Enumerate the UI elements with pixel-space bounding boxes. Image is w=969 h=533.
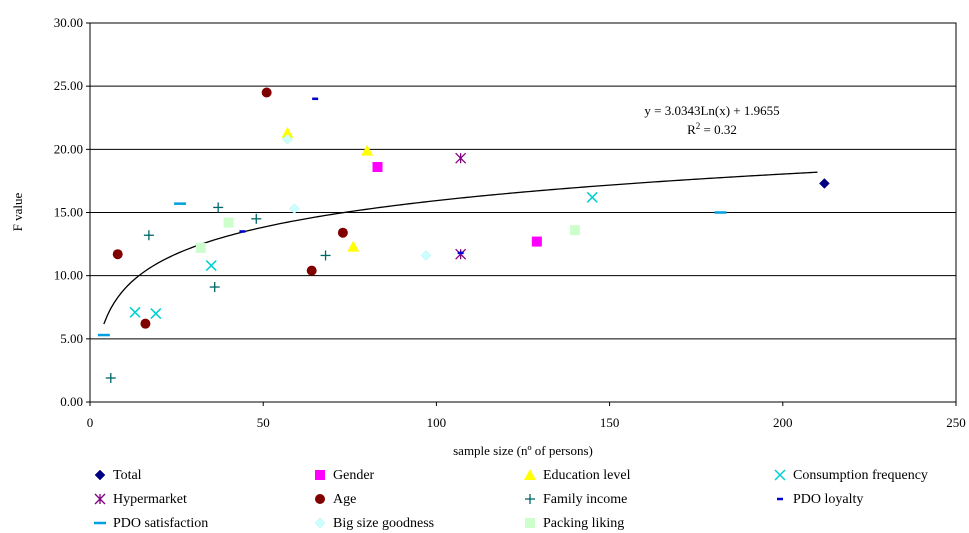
point-hypermarket: [455, 248, 467, 260]
legend-item-packing-liking: Packing liking: [525, 516, 624, 531]
legend-label-gender: Gender: [333, 468, 375, 483]
legend-item-total: Total: [94, 468, 142, 483]
legend-marker-gender: [315, 470, 325, 480]
legend-label-hypermarket: Hypermarket: [113, 492, 187, 507]
legend-marker-education-level: [524, 469, 536, 480]
point-family-income: [251, 213, 262, 224]
legend-item-pdo-loyalty: PDO loyalty: [777, 492, 863, 507]
point-packing-liking: [569, 225, 580, 236]
r-squared-label: R2 = 0.32: [687, 121, 737, 137]
legend-item-pdo-satisfaction: PDO satisfaction: [94, 516, 208, 531]
point-education-level: [281, 126, 294, 138]
point-family-income: [320, 250, 331, 261]
point-age: [140, 318, 151, 329]
r-squared-prefix: R: [687, 122, 696, 137]
legend-marker-packing-liking: [525, 518, 535, 528]
trendline-equation: y = 3.0343Ln(x) + 1.9655 R2 = 0.32: [644, 103, 779, 137]
point-consumption-frequency: [205, 260, 217, 272]
point-consumption-frequency: [129, 306, 141, 318]
y-tick-label: 20.00: [54, 141, 83, 156]
y-tick-label: 5.00: [60, 331, 83, 346]
y-tick-label: 10.00: [54, 268, 83, 283]
legend-label-total: Total: [113, 468, 142, 483]
legend-item-gender: Gender: [315, 468, 375, 483]
legend-marker-consumption-frequency: [774, 469, 786, 481]
r-squared-exponent: 2: [696, 121, 701, 131]
r-squared-value: = 0.32: [700, 122, 737, 137]
legend-label-packing-liking: Packing liking: [543, 516, 624, 531]
legend-label-pdo-loyalty: PDO loyalty: [793, 492, 863, 507]
point-education-level: [361, 144, 374, 156]
point-consumption-frequency: [586, 191, 598, 203]
point-family-income: [213, 202, 224, 213]
legend-label-age: Age: [333, 492, 356, 507]
legend-item-big-size-goodness: Big size goodness: [314, 516, 434, 531]
legend-marker-big-size-goodness: [314, 517, 326, 529]
point-age: [306, 265, 317, 276]
point-total: [819, 178, 830, 189]
y-tick-label: 0.00: [60, 394, 83, 409]
grid-lines: [90, 85, 956, 340]
legend-label-consumption-frequency: Consumption frequency: [793, 468, 928, 483]
legend-marker-total: [94, 469, 106, 481]
x-tick-label: 0: [87, 415, 94, 430]
legend-label-pdo-satisfaction: PDO satisfaction: [113, 516, 208, 531]
x-tick-label: 250: [946, 415, 966, 430]
axes: 0.00 5.00 10.00 15.00 20.00 25.00 30.00 0 50 100 1…: [54, 15, 966, 430]
data-points: [97, 87, 830, 383]
point-packing-liking: [223, 217, 234, 228]
legend-item-age: Age: [315, 492, 356, 507]
point-packing-liking: [195, 242, 206, 253]
trendline: [103, 171, 818, 325]
x-tick-label: 100: [427, 415, 447, 430]
point-big-size-goodness: [289, 203, 300, 215]
legend-label-big-size-goodness: Big size goodness: [333, 516, 434, 531]
legend: Total Gender Education level Consumption fr…: [94, 468, 928, 531]
y-tick-label: 30.00: [54, 15, 83, 30]
legend-marker-family-income: [525, 494, 535, 504]
y-tick-label: 15.00: [54, 205, 83, 220]
point-age: [337, 227, 348, 238]
legend-marker-hypermarket: [94, 493, 106, 505]
x-tick-label: 150: [600, 415, 620, 430]
x-axis-title: sample size (nº of persons): [453, 443, 593, 458]
legend-label-family-income: Family income: [543, 492, 627, 507]
point-age: [261, 87, 272, 98]
point-gender: [531, 236, 542, 247]
x-tick-label: 200: [773, 415, 793, 430]
point-family-income: [209, 282, 220, 293]
legend-item-consumption-frequency: Consumption frequency: [774, 468, 928, 483]
point-education-level: [347, 240, 360, 252]
legend-item-family-income: Family income: [525, 492, 627, 507]
legend-marker-age: [315, 494, 325, 504]
point-consumption-frequency: [150, 308, 162, 320]
legend-item-hypermarket: Hypermarket: [94, 492, 187, 507]
point-age: [112, 249, 123, 260]
legend-item-education-level: Education level: [524, 468, 631, 483]
point-gender: [372, 162, 383, 173]
x-tick-label: 50: [257, 415, 270, 430]
point-big-size-goodness: [420, 250, 432, 261]
log-trendline: [103, 171, 818, 325]
y-axis-title: F value: [10, 192, 25, 231]
point-big-size-goodness: [282, 133, 293, 145]
equation-label: y = 3.0343Ln(x) + 1.9655: [644, 103, 779, 118]
y-tick-label: 25.00: [54, 78, 83, 93]
legend-label-education-level: Education level: [543, 468, 631, 483]
point-family-income: [105, 372, 116, 383]
point-hypermarket: [455, 152, 467, 164]
point-family-income: [143, 230, 154, 241]
